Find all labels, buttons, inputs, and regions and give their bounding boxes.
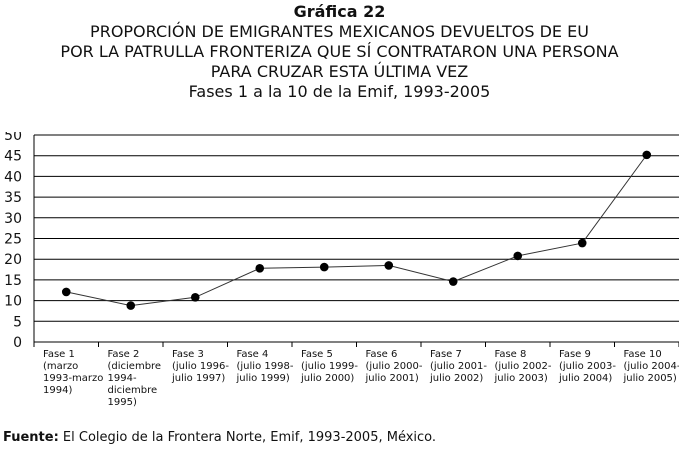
series-line (66, 154, 648, 307)
y-tick-label: 15 (4, 273, 22, 289)
y-tick-label: 20 (4, 252, 22, 268)
y-tick-label: 50 (4, 132, 22, 144)
x-tick-label-line: julio 2002) (429, 373, 483, 384)
x-tick-label-line: (julio 2004- (624, 361, 679, 372)
x-tick-label-line: (julio 1999- (301, 361, 358, 372)
x-tick-label-line: 1995) (108, 397, 137, 408)
x-tick-label-line: julio 1997) (171, 373, 225, 384)
chart-subtitle: Fases 1 a la 10 de la Emif, 1993-2005 (188, 82, 491, 101)
x-tick-label: Fase 6 (julio 2000-julio 2001) (365, 349, 423, 384)
y-tick-label: 5 (13, 314, 22, 330)
y-tick-label: 0 (13, 335, 22, 351)
x-tick-label-line: Fase 8 (495, 349, 527, 360)
y-tick-label: 45 (4, 149, 22, 165)
x-tick-label-line: (julio 1998- (237, 361, 294, 372)
x-tick-label-line: (julio 2000- (366, 361, 423, 372)
title-line-3: PARA CRUZAR ESTA ÚLTIMA VEZ (210, 62, 469, 81)
y-tick-label: 25 (4, 232, 22, 248)
x-tick-label: Fase 7 (julio 2001-julio 2002) (429, 349, 487, 384)
title-line-2: POR LA PATRULLA FRONTERIZA QUE SÍ CONTRA… (60, 42, 619, 61)
x-tick-label: Fase 4 (julio 1998-julio 1999) (236, 349, 294, 384)
data-point (513, 251, 523, 261)
x-tick-label-line: Fase 6 (366, 349, 398, 360)
x-tick-label-line: (julio 2003- (559, 361, 616, 372)
x-tick-label-line: julio 2001) (365, 373, 419, 384)
x-tick-label-line: Fase 10 (624, 349, 662, 360)
x-tick-label-line: Fase 7 (430, 349, 462, 360)
data-point (577, 238, 587, 248)
x-tick-label-line: 1994- (108, 373, 137, 384)
data-point (190, 292, 200, 302)
data-point (448, 277, 458, 286)
x-tick-label-line: (julio 2001- (430, 361, 487, 372)
data-point (384, 261, 394, 270)
x-tick-label-line: (diciembre (108, 361, 162, 372)
x-tick-label-line: julio 2003) (494, 373, 548, 384)
source-note: Fuente: El Colegio de la Frontera Norte,… (3, 430, 436, 445)
x-tick-label-line: (julio 2002- (495, 361, 552, 372)
data-point (126, 301, 136, 310)
x-tick-label: Fase 8 (julio 2002-julio 2003) (494, 349, 552, 384)
x-tick-label: Fase 1 (marzo 1993-marzo 1994) (43, 349, 103, 396)
source-label: Fuente: (3, 430, 59, 445)
x-tick-label-line: Fase 9 (559, 349, 591, 360)
x-tick-label-line: (julio 1996- (172, 361, 229, 372)
source-text: El Colegio de la Frontera Norte, Emif, 1… (58, 430, 437, 445)
x-tick-label-line: 1993-marzo (43, 373, 103, 384)
y-tick-label: 40 (4, 169, 22, 185)
chart-title-block: Gráfica 22 PROPORCIÓN DE EMIGRANTES MEXI… (0, 2, 679, 102)
x-tick-label-line: Fase 5 (301, 349, 333, 360)
y-tick-label: 10 (4, 294, 22, 310)
figure-label: Gráfica 22 (293, 2, 386, 21)
x-tick-label-line: Fase 3 (172, 349, 204, 360)
x-tick-label: Fase 2 (diciembre 1994-diciembre 1995) (108, 349, 162, 408)
data-point (642, 150, 652, 160)
title-line-1: PROPORCIÓN DE EMIGRANTES MEXICANOS DEVUE… (90, 22, 589, 41)
data-point (319, 262, 329, 272)
x-tick-label-line: julio 2005) (623, 373, 677, 384)
x-tick-label-line: Fase 1 (43, 349, 75, 360)
x-tick-label-line: julio 2004) (558, 373, 612, 384)
x-tick-label-line: 1994) (43, 385, 72, 396)
x-tick-label-line: (marzo (43, 361, 78, 372)
x-tick-label: Fase 5 (julio 1999-julio 2000) (300, 349, 358, 384)
x-tick-label-line: Fase 4 (237, 349, 269, 360)
x-tick-label: Fase 10 (julio 2004-julio 2005) (623, 349, 679, 384)
x-tick-label: Fase 3 (julio 1996-julio 1997) (171, 349, 229, 384)
y-tick-label: 35 (4, 190, 22, 206)
x-tick-label: Fase 9 (julio 2003-julio 2004) (558, 349, 616, 384)
x-tick-label-line: Fase 2 (108, 349, 140, 360)
x-tick-label-line: diciembre (108, 385, 158, 396)
x-tick-label-line: julio 1999) (236, 373, 290, 384)
line-chart: 0 5 10 15 20 25 30 35 40 45 50 Fase 1 (marzo 1993-mar… (4, 132, 679, 408)
data-point (255, 264, 265, 273)
y-tick-label: 30 (4, 211, 22, 227)
data-point (61, 287, 71, 297)
x-tick-label-line: julio 2000) (300, 373, 354, 384)
